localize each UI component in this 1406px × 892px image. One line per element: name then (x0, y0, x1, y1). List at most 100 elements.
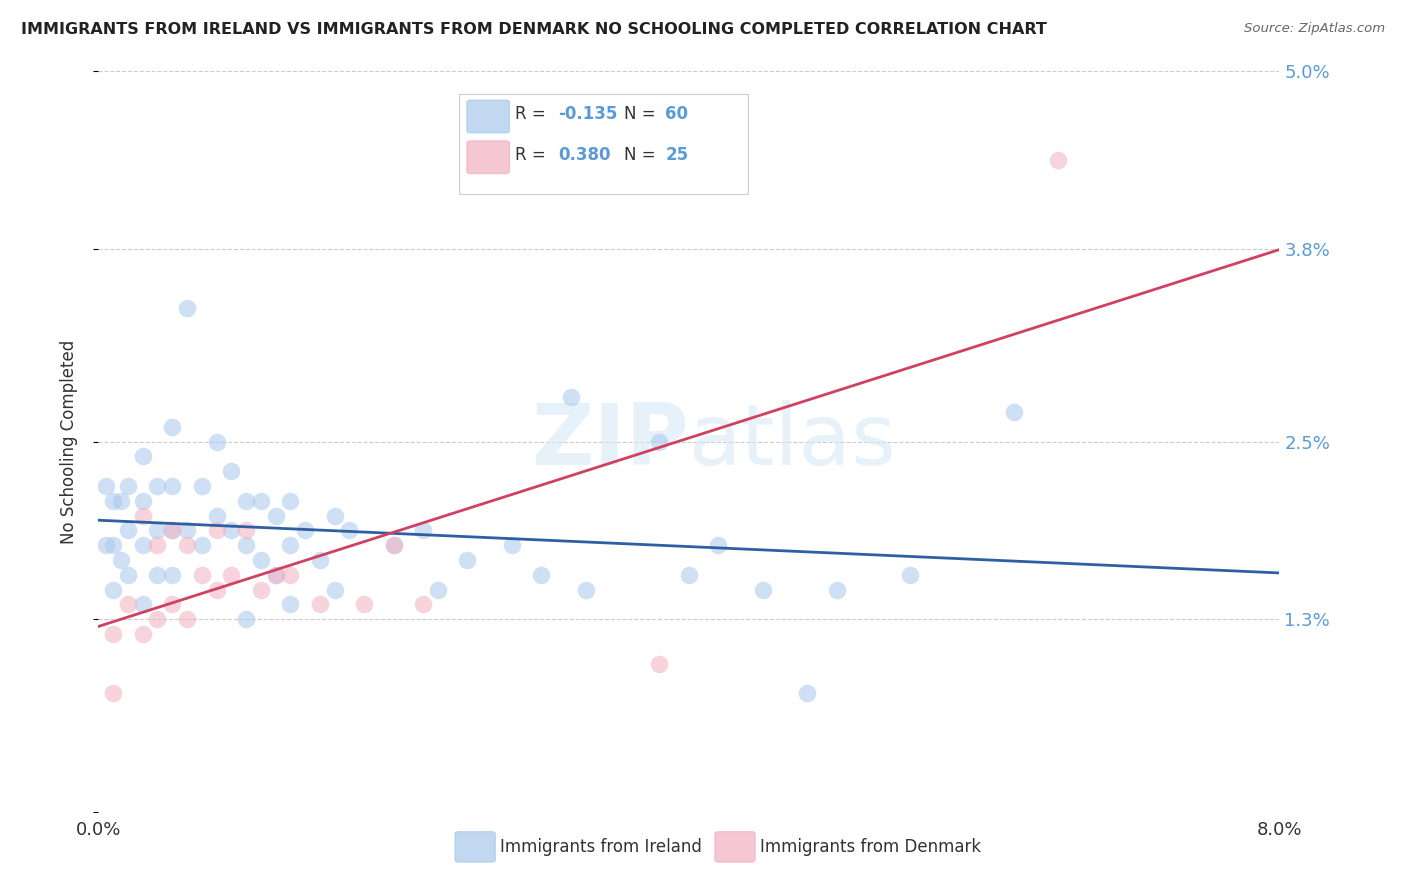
Point (280, 567, 302, 582)
Point (103, 582, 125, 597)
Point (575, 582, 598, 597)
Point (176, 538, 198, 552)
Point (162, 524, 183, 538)
Point (309, 553, 332, 567)
Point (560, 390, 582, 404)
Point (205, 524, 228, 538)
Point (221, 524, 243, 538)
Text: atlas: atlas (689, 400, 897, 483)
FancyBboxPatch shape (458, 94, 748, 194)
Point (146, 567, 169, 582)
Point (117, 598, 139, 612)
Point (412, 524, 434, 538)
Point (132, 598, 155, 612)
Point (235, 612, 257, 626)
Point (191, 538, 214, 552)
Point (132, 627, 155, 641)
Point (132, 538, 155, 552)
Point (501, 538, 523, 552)
Point (176, 301, 198, 316)
Point (235, 524, 257, 538)
Text: ZIP: ZIP (531, 400, 689, 483)
Text: -0.135: -0.135 (558, 105, 617, 123)
Point (205, 434, 228, 449)
Text: N =: N = (624, 146, 661, 164)
Point (294, 524, 316, 538)
Point (707, 538, 730, 552)
Point (146, 524, 169, 538)
Point (427, 582, 450, 597)
Point (117, 567, 139, 582)
Point (162, 567, 183, 582)
Y-axis label: No Schooling Completed: No Schooling Completed (59, 340, 77, 543)
Point (235, 493, 257, 508)
Point (280, 493, 302, 508)
Point (146, 538, 169, 552)
Text: 60: 60 (665, 105, 689, 123)
Point (796, 686, 818, 700)
Text: 0.380: 0.380 (558, 146, 610, 164)
Point (221, 464, 243, 478)
Point (162, 598, 183, 612)
Point (94, 479, 117, 493)
Point (900, 567, 922, 582)
Point (146, 612, 169, 626)
Text: Immigrants from Denmark: Immigrants from Denmark (759, 838, 981, 856)
Text: Immigrants from Ireland: Immigrants from Ireland (501, 838, 702, 856)
Point (176, 612, 198, 626)
Point (280, 538, 302, 552)
Point (678, 567, 700, 582)
Point (110, 553, 132, 567)
Point (353, 598, 375, 612)
Point (323, 508, 346, 523)
Point (280, 598, 302, 612)
Point (191, 567, 214, 582)
Point (309, 598, 332, 612)
Point (648, 657, 671, 671)
Point (162, 479, 183, 493)
Point (382, 538, 405, 552)
Point (132, 508, 155, 523)
Point (648, 434, 671, 449)
Point (103, 538, 125, 552)
Point (825, 582, 848, 597)
Point (117, 524, 139, 538)
Point (250, 493, 273, 508)
Point (191, 479, 214, 493)
Point (382, 538, 405, 552)
FancyBboxPatch shape (456, 831, 495, 862)
Point (1046, 153, 1070, 168)
Text: IMMIGRANTS FROM IRELAND VS IMMIGRANTS FROM DENMARK NO SCHOOLING COMPLETED CORREL: IMMIGRANTS FROM IRELAND VS IMMIGRANTS FR… (21, 22, 1047, 37)
Point (323, 582, 346, 597)
Point (264, 508, 287, 523)
Point (205, 582, 228, 597)
Point (162, 419, 183, 434)
Point (110, 493, 132, 508)
Text: R =: R = (516, 105, 551, 123)
Point (103, 627, 125, 641)
Point (103, 686, 125, 700)
Point (235, 538, 257, 552)
Point (250, 582, 273, 597)
Point (457, 553, 479, 567)
Point (132, 450, 155, 464)
Text: N =: N = (624, 105, 661, 123)
Point (117, 479, 139, 493)
Point (132, 493, 155, 508)
Point (412, 598, 434, 612)
Point (94, 538, 117, 552)
Point (221, 567, 243, 582)
Point (250, 553, 273, 567)
Point (205, 508, 228, 523)
Point (103, 493, 125, 508)
FancyBboxPatch shape (467, 141, 509, 174)
Text: Source: ZipAtlas.com: Source: ZipAtlas.com (1244, 22, 1385, 36)
Point (146, 479, 169, 493)
Text: R =: R = (516, 146, 551, 164)
Point (530, 567, 553, 582)
Text: 25: 25 (665, 146, 689, 164)
Point (264, 567, 287, 582)
Point (176, 524, 198, 538)
Point (339, 524, 361, 538)
Point (752, 582, 775, 597)
